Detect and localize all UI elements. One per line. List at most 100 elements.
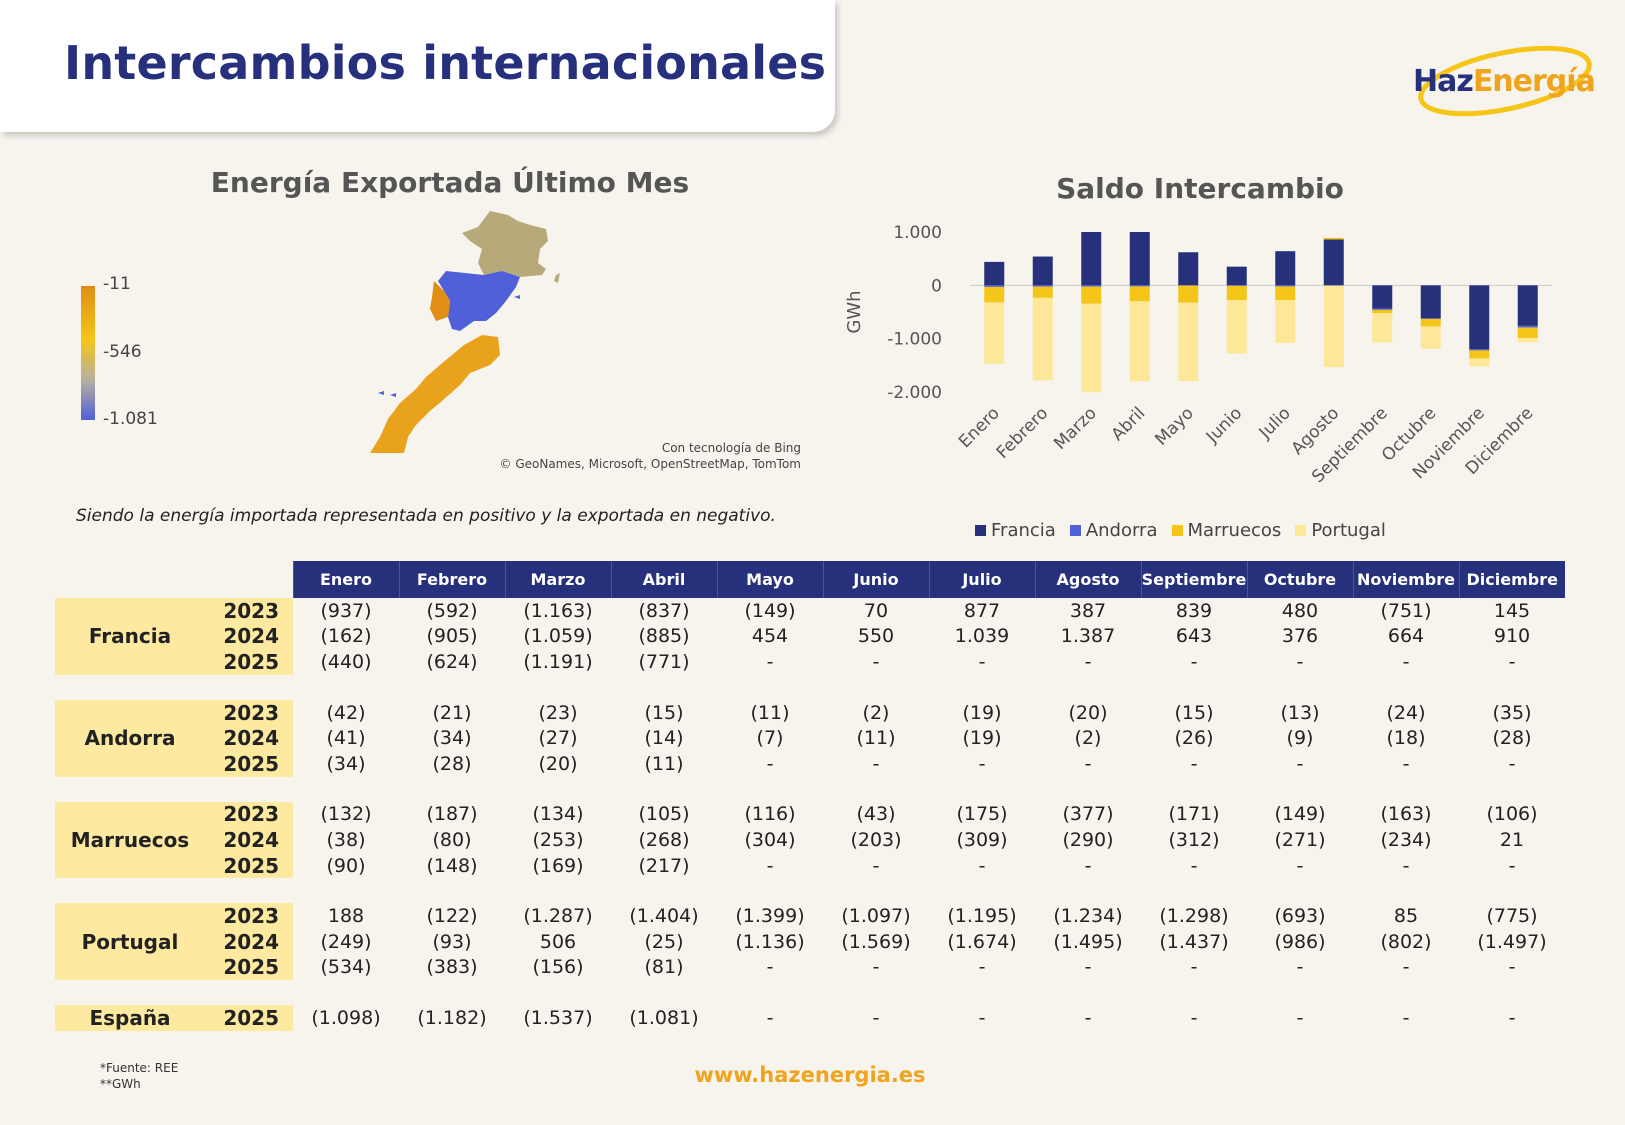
map-attribution-2: © GeoNames, Microsoft, OpenStreetMap, To… xyxy=(499,457,801,471)
bar-francia xyxy=(1032,256,1053,286)
table-cell: - xyxy=(1402,752,1410,775)
year-label: 2023 xyxy=(205,801,293,828)
table-cell: 454 xyxy=(751,625,789,648)
x-tick-label: Mayo xyxy=(1151,403,1197,449)
table-cell: (1.569) xyxy=(841,930,911,953)
year-label: 2023 xyxy=(205,598,293,624)
table-row: Portugal 2023 188 (122) (1.287) (1.404) (1.399… xyxy=(55,903,1565,981)
year-label: 2025 xyxy=(205,954,293,981)
map-region-espana xyxy=(438,271,520,331)
table-cell: 188 xyxy=(327,905,365,928)
table-cell: (15) xyxy=(644,701,684,724)
month-header: Abril xyxy=(610,561,717,598)
website-link[interactable]: www.hazenergia.es xyxy=(694,1063,926,1087)
table-cell: (1.059) xyxy=(523,625,593,648)
bar-andorra xyxy=(1226,285,1247,286)
country-label: Portugal xyxy=(55,903,205,981)
chart-title: Saldo Intercambio xyxy=(1056,172,1344,205)
legend-item: Francia xyxy=(975,520,1056,541)
bar-andorra xyxy=(1081,285,1102,287)
table-cell: (312) xyxy=(1168,828,1220,851)
bar-portugal xyxy=(1032,297,1053,381)
year-label: 2023 xyxy=(205,699,293,726)
table-cell: (534) xyxy=(320,956,372,979)
bar-portugal xyxy=(984,302,1005,364)
legend-item: Marruecos xyxy=(1171,520,1282,541)
table-cell: (1.234) xyxy=(1053,905,1123,928)
year-label: 2025 xyxy=(205,1005,293,1031)
source-footnote: *Fuente: REE xyxy=(100,1061,179,1075)
table-cell: (837) xyxy=(638,599,690,622)
legend-label: Portugal xyxy=(1311,520,1386,541)
bar-francia xyxy=(984,261,1005,286)
country-label: España xyxy=(55,1005,205,1031)
table-cell: (105) xyxy=(638,803,690,826)
bar-francia xyxy=(1226,266,1247,286)
table-cell: (9) xyxy=(1286,727,1314,750)
month-header: Diciembre xyxy=(1458,561,1565,598)
table-header-row: Enero Febrero Marzo Abril Mayo Junio Julio Agos… xyxy=(55,561,1565,598)
table-cell: (25) xyxy=(644,930,684,953)
table-cell: - xyxy=(872,1006,880,1029)
table-cell: (693) xyxy=(1274,905,1326,928)
table-cell: (937) xyxy=(320,599,372,622)
table-cell: (43) xyxy=(856,803,896,826)
table-cell: (234) xyxy=(1380,828,1432,851)
table-cell: - xyxy=(1190,650,1198,673)
table-cell: (1.298) xyxy=(1159,905,1229,928)
table-cell: - xyxy=(978,854,986,877)
bar-marruecos xyxy=(1032,286,1053,298)
table-cell: (2) xyxy=(862,701,890,724)
map-region-canarias xyxy=(378,391,396,397)
bar-francia xyxy=(1323,239,1344,286)
map-region-corcega xyxy=(554,273,560,283)
table-cell: (156) xyxy=(532,956,584,979)
map-attribution-1: Con tecnología de Bing xyxy=(661,441,801,455)
table-cell: (1.497) xyxy=(1477,930,1547,953)
table-cell: (42) xyxy=(326,701,366,724)
page-title: Intercambios internacionales xyxy=(64,36,827,90)
bar-marruecos xyxy=(984,286,1005,303)
bar-marruecos xyxy=(1420,318,1441,327)
table-cell: (2) xyxy=(1074,727,1102,750)
table-cell: (18) xyxy=(1386,727,1426,750)
table-row: Marruecos 2023 (132) (187) (134) (105) (116) (4… xyxy=(55,801,1565,879)
legend-label: Marruecos xyxy=(1187,520,1282,541)
bar-francia xyxy=(1275,251,1296,286)
table-cell: (162) xyxy=(320,625,372,648)
legend-label: Andorra xyxy=(1085,520,1158,541)
table-row: Andorra 2023 (42) (21) (23) (15) (11) (2) (19) (2… xyxy=(55,699,1565,777)
sign-convention-note: Siendo la energía importada representada… xyxy=(76,506,776,526)
table-cell: (986) xyxy=(1274,930,1326,953)
table-cell: - xyxy=(1402,650,1410,673)
bar-marruecos xyxy=(1323,237,1344,240)
table-cell: (905) xyxy=(426,625,478,648)
table-cell: (11) xyxy=(856,727,896,750)
map-scale-mid: -546 xyxy=(103,342,142,362)
table-cell: - xyxy=(1402,956,1410,979)
table-cell: (26) xyxy=(1174,727,1214,750)
table-cell: (23) xyxy=(538,701,578,724)
table-cell: (383) xyxy=(426,956,478,979)
table-cell: - xyxy=(1296,854,1304,877)
legend-item: Portugal xyxy=(1295,520,1386,541)
table-cell: (106) xyxy=(1486,803,1538,826)
table-cell: (38) xyxy=(326,828,366,851)
table-cell: - xyxy=(766,956,774,979)
x-tick-label: Junio xyxy=(1202,403,1246,447)
bar-marruecos xyxy=(1129,286,1150,302)
table-cell: (11) xyxy=(644,752,684,775)
bar-portugal xyxy=(1275,300,1296,343)
table-cell: (1.404) xyxy=(629,905,699,928)
bar-andorra xyxy=(1323,285,1344,286)
table-row: España 2025 (1.098) (1.182) (1.537) (1.081) - -… xyxy=(55,1005,1565,1031)
table-cell: (163) xyxy=(1380,803,1432,826)
table-cell: (24) xyxy=(1386,701,1426,724)
table-cell: (1.437) xyxy=(1159,930,1229,953)
table-cell: - xyxy=(766,854,774,877)
table-row: 2024 (38) (80) (253) (268) (304) (203) (309) (29… xyxy=(55,827,1565,853)
table-cell: (19) xyxy=(962,727,1002,750)
table-cell: - xyxy=(1296,650,1304,673)
table-cell: 480 xyxy=(1281,599,1319,622)
table-cell: (271) xyxy=(1274,828,1326,851)
